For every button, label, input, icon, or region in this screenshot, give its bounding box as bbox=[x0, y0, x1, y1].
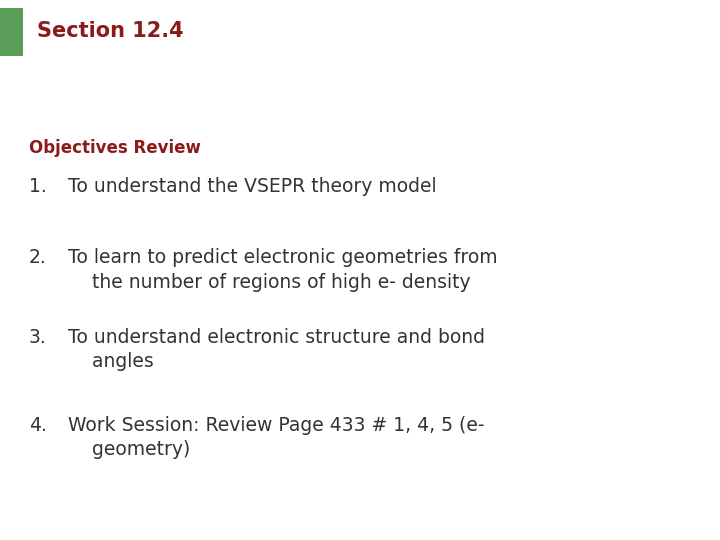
Text: 2.: 2. bbox=[29, 248, 47, 267]
Text: Work Session: Review Page 433 # 1, 4, 5 (e-
    geometry): Work Session: Review Page 433 # 1, 4, 5 … bbox=[68, 416, 485, 460]
Text: 4.: 4. bbox=[29, 416, 47, 435]
Text: To understand the VSEPR theory model: To understand the VSEPR theory model bbox=[68, 177, 437, 196]
Text: To learn to predict electronic geometries from
    the number of regions of high: To learn to predict electronic geometrie… bbox=[68, 248, 498, 292]
Bar bbox=[0, 8, 23, 56]
Text: 3.: 3. bbox=[29, 328, 47, 347]
FancyBboxPatch shape bbox=[24, 2, 233, 62]
Text: Objectives Review: Objectives Review bbox=[29, 139, 201, 157]
Text: Structure of Molecules: Structure of Molecules bbox=[29, 82, 314, 102]
Text: 1.: 1. bbox=[29, 177, 47, 196]
Text: Section 12.4: Section 12.4 bbox=[37, 21, 184, 40]
Text: To understand electronic structure and bond
    angles: To understand electronic structure and b… bbox=[68, 328, 485, 372]
